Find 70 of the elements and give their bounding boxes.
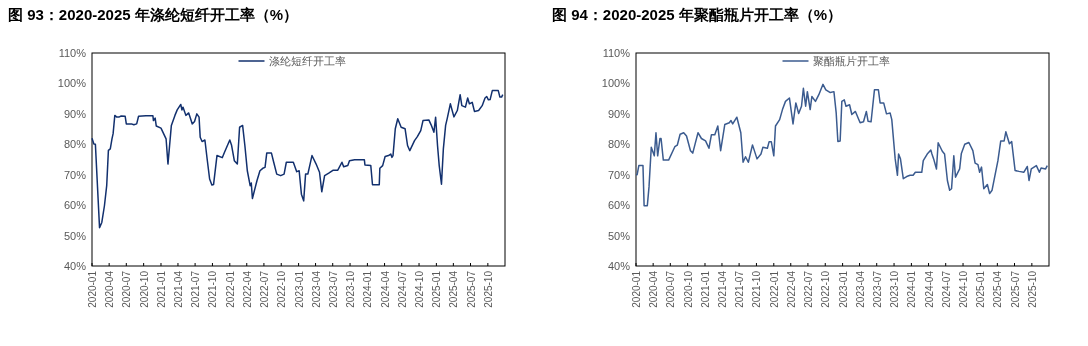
chart-title: 图 94：2020-2025 年聚酯瓶片开工率（%）	[552, 6, 843, 23]
x-tick-label: 2021-07	[190, 270, 202, 308]
legend-label: 聚酯瓶片开工率	[812, 55, 890, 67]
x-tick-label: 2023-07	[871, 270, 883, 308]
x-tick-label: 2022-10	[820, 270, 832, 308]
x-tick-label: 2024-01	[906, 270, 918, 308]
x-tick-label: 2021-10	[207, 270, 219, 308]
x-tick-label: 2020-07	[665, 270, 677, 308]
line-series	[635, 83, 1049, 207]
x-tick-label: 2021-01	[699, 270, 711, 308]
y-tick-label: 70%	[607, 168, 631, 181]
x-tick-label: 2020-01	[631, 270, 642, 308]
x-tick-label: 2023-07	[327, 270, 339, 308]
x-tick-label: 2021-07	[734, 270, 746, 308]
y-tick-label: 90%	[607, 107, 631, 120]
x-tick-label: 2025-01	[975, 270, 987, 308]
x-tick-label: 2021-10	[751, 270, 763, 308]
x-tick-label: 2022-04	[241, 270, 253, 308]
x-tick-label: 2022-01	[768, 270, 780, 308]
x-tick-label: 2023-10	[345, 270, 357, 308]
x-tick-label: 2022-04	[785, 270, 797, 308]
x-tick-label: 2024-10	[958, 270, 970, 308]
x-tick-label: 2022-07	[802, 270, 814, 308]
x-tick-label: 2022-07	[258, 270, 270, 308]
x-tick-label: 2025-07	[465, 270, 477, 308]
y-tick-label: 100%	[57, 77, 87, 90]
x-tick-label: 2020-10	[138, 270, 150, 308]
line-series	[91, 89, 504, 229]
x-tick-label: 2023-01	[837, 270, 849, 308]
y-tick-label: 60%	[63, 199, 87, 212]
legend-label: 涤纶短纤开工率	[268, 55, 346, 67]
x-tick-label: 2020-10	[682, 270, 694, 308]
x-tick-label: 2021-01	[155, 270, 167, 308]
x-tick-label: 2021-04	[172, 270, 184, 308]
x-tick-label: 2020-04	[648, 270, 660, 308]
y-tick-label: 80%	[63, 138, 87, 151]
y-tick-label: 60%	[607, 199, 631, 212]
x-tick-label: 2024-07	[940, 270, 952, 308]
y-tick-label: 110%	[58, 47, 87, 59]
y-tick-label: 90%	[63, 107, 87, 120]
x-tick-label: 2024-10	[414, 270, 426, 308]
x-tick-label: 2022-01	[224, 270, 236, 308]
x-tick-label: 2020-04	[104, 270, 116, 308]
x-tick-label: 2025-04	[448, 270, 460, 308]
x-tick-label: 2024-01	[362, 270, 374, 308]
y-tick-label: 70%	[63, 168, 87, 181]
x-tick-label: 2025-10	[1026, 270, 1038, 308]
y-tick-label: 50%	[63, 229, 87, 242]
x-tick-label: 2024-04	[923, 270, 935, 308]
x-tick-label: 2023-04	[854, 270, 866, 308]
y-tick-label: 40%	[607, 260, 631, 272]
x-tick-label: 2025-10	[482, 270, 494, 308]
x-tick-label: 2023-04	[310, 270, 322, 308]
y-tick-label: 80%	[607, 138, 631, 151]
x-tick-label: 2022-10	[276, 270, 288, 308]
x-tick-label: 2025-04	[992, 270, 1004, 308]
x-tick-label: 2023-10	[889, 270, 901, 308]
x-tick-label: 2024-07	[396, 270, 408, 308]
x-tick-label: 2021-04	[716, 270, 728, 308]
x-tick-label: 2025-07	[1009, 270, 1021, 308]
y-tick-label: 110%	[602, 47, 631, 59]
y-tick-label: 40%	[63, 260, 87, 272]
x-tick-label: 2023-01	[293, 270, 305, 308]
x-tick-label: 2025-01	[431, 270, 443, 308]
chart-title: 图 93：2020-2025 年涤纶短纤开工率（%）	[8, 6, 299, 23]
y-tick-label: 50%	[607, 229, 631, 242]
x-tick-label: 2020-07	[121, 270, 133, 308]
y-tick-label: 100%	[601, 77, 631, 90]
x-tick-label: 2020-01	[87, 270, 98, 308]
x-tick-label: 2024-04	[379, 270, 391, 308]
